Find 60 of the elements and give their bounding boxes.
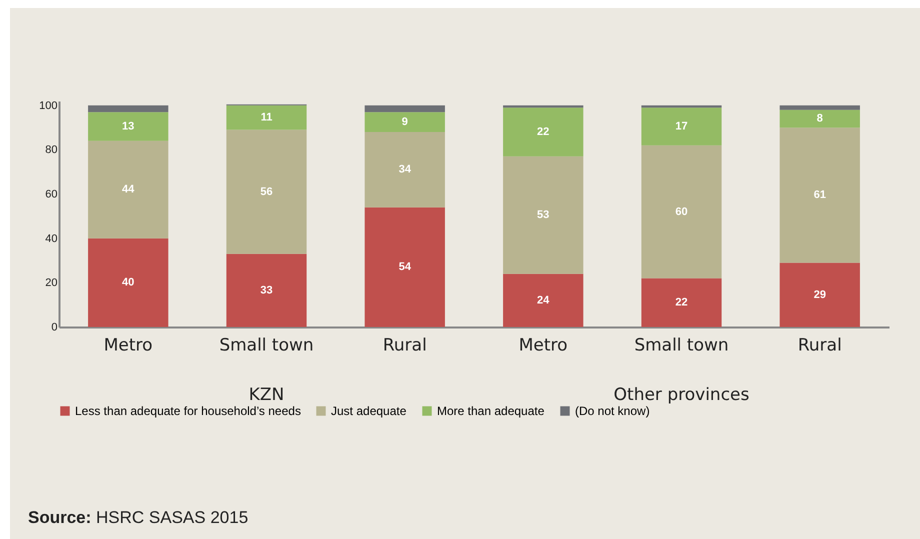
bar xyxy=(88,140,168,238)
bar xyxy=(364,112,445,132)
x-tick-label: Metro xyxy=(104,336,153,356)
legend-label: Less than adequate for household’s needs xyxy=(75,404,301,418)
bar xyxy=(503,108,584,156)
bar xyxy=(364,207,445,327)
data-label: 11 xyxy=(260,112,272,124)
y-tick-label: 60 xyxy=(45,188,58,201)
source-note: Source: HSRC SASAS 2015 xyxy=(28,508,248,528)
bar xyxy=(641,278,722,327)
data-label: 40 xyxy=(122,276,134,289)
data-label: 17 xyxy=(675,120,688,132)
bar xyxy=(641,105,722,108)
bar xyxy=(780,262,860,327)
data-label: 9 xyxy=(402,116,408,128)
text: KZN xyxy=(248,385,284,405)
data-label: 61 xyxy=(814,189,826,202)
bar xyxy=(226,105,307,130)
data-label: 54 xyxy=(398,261,412,274)
data-label: 33 xyxy=(260,284,273,296)
bar xyxy=(780,105,860,110)
data-label: 53 xyxy=(537,209,550,222)
bar xyxy=(780,128,860,263)
y-tick-label: 80 xyxy=(45,144,58,156)
bar xyxy=(780,110,860,128)
bar xyxy=(503,274,584,327)
x-tick-label: Metro xyxy=(518,336,568,356)
x-tick-label: Rural xyxy=(382,336,427,356)
data-label: 22 xyxy=(675,296,688,309)
y-tick-label: 0 xyxy=(51,322,58,334)
bar xyxy=(641,108,722,146)
bar xyxy=(226,254,307,327)
bar xyxy=(226,130,307,254)
bar xyxy=(88,112,168,141)
data-label: 60 xyxy=(675,206,688,218)
data-label: 22 xyxy=(537,126,550,138)
y-tick-label: 20 xyxy=(45,277,58,290)
data-label: 34 xyxy=(398,164,412,176)
text: Other provinces xyxy=(614,385,750,405)
data-label: 13 xyxy=(122,120,134,132)
bar xyxy=(503,105,584,108)
legend-label: More than adequate xyxy=(437,404,545,418)
data-label: 56 xyxy=(260,186,273,198)
bar xyxy=(88,238,168,327)
data-label: 24 xyxy=(537,294,550,306)
y-tick-label: 100 xyxy=(39,100,58,112)
x-tick-label: Small town xyxy=(219,336,314,356)
x-tick-label: Rural xyxy=(798,336,842,356)
y-tick-label: 40 xyxy=(45,232,58,245)
bar xyxy=(641,145,722,278)
data-label: 8 xyxy=(816,112,823,125)
legend-label: (Do not know) xyxy=(575,404,650,418)
data-label: 29 xyxy=(814,288,826,301)
legend-label: Just adequate xyxy=(331,404,407,418)
bar xyxy=(503,156,584,274)
bar xyxy=(364,105,445,112)
bar xyxy=(88,105,168,112)
x-tick-label: Small town xyxy=(634,336,729,356)
bar xyxy=(364,132,445,208)
data-label: 44 xyxy=(122,184,136,196)
